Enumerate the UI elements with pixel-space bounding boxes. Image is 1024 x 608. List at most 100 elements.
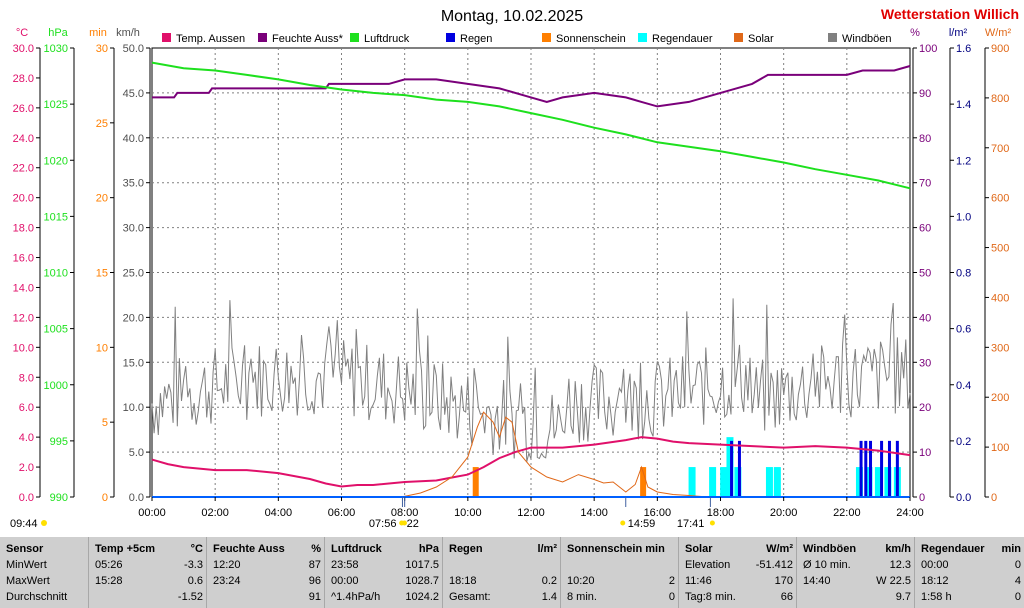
axis-tick-label: 0.6: [956, 324, 971, 336]
axis-tick-label: 1000: [44, 380, 68, 392]
stats-cell-row: 05:26 -3.3: [95, 559, 203, 573]
axis-tick-label: 28.0: [13, 73, 34, 85]
stats-cell-row: 18:12 4: [921, 575, 1021, 589]
bar-regen: [864, 440, 868, 497]
axis-tick-label: 1015: [44, 211, 68, 223]
axis-tick-label: 20: [96, 193, 108, 205]
stats-column: Regen l/m² 18:18 0.2 Gesamt: 1.4: [442, 537, 561, 608]
axis-tick-label: 60: [919, 223, 931, 235]
stats-cell-value: 0.6: [187, 575, 203, 587]
legend-label: Luftdruck: [364, 33, 410, 45]
stats-cell-value: 0: [1014, 591, 1021, 603]
right-axes: % 0 10 20 30 40 50 60 70 80 90 100 l/m² 0.0 0.2 0.4 0.6 0…: [910, 27, 1011, 504]
sun-marker-label: 22: [407, 518, 419, 530]
axis-tick-label: 0.0: [129, 492, 144, 504]
stats-sensor-header: Sensor: [6, 543, 44, 555]
axis-tick-label: 0.2: [956, 436, 971, 448]
axis-tick-label: 500: [991, 243, 1009, 255]
legend-swatch: [734, 33, 743, 42]
axis-tick-label: 30.0: [13, 43, 34, 55]
bar-regendauer: [726, 437, 734, 497]
bar-sonnenschein: [472, 467, 479, 497]
stats-cell-value: 0.2: [541, 575, 557, 587]
axis-tick-label: 10: [919, 447, 931, 459]
bar-regen: [880, 440, 884, 497]
stats-cell-value: W 22.5: [876, 575, 911, 587]
bar-regendauer: [865, 467, 873, 497]
stats-cell-time: 8 min.: [567, 591, 597, 603]
stats-cell-time: 10:20: [567, 575, 595, 587]
stats-column-title: Regen l/m²: [449, 543, 557, 557]
axis-unit: °C: [16, 27, 28, 39]
stats-cell-value: 1017.5: [405, 559, 439, 571]
axis-tick-label: 0.0: [19, 492, 34, 504]
stats-cell-row: 15:28 0.6: [95, 575, 203, 589]
axis-tick-label: 1.0: [956, 211, 971, 223]
stats-column: Temp +5cm °C 05:26 -3.3 15:28 0.6 -1.52: [88, 537, 207, 608]
stats-row-label: MinWert: [6, 559, 47, 571]
axis-unit: W/m²: [985, 27, 1012, 39]
stats-cell-value: 12.3: [889, 559, 911, 571]
axis-tick-label: 10.0: [123, 402, 144, 414]
stats-cell-row: 8 min. 0: [567, 591, 675, 605]
stats-cell-time: 1:58 h: [921, 591, 952, 603]
axis-tick-label: 25: [96, 118, 108, 130]
stats-cell-row: 23:24 96: [213, 575, 321, 589]
axis-tick-label: 5: [102, 417, 108, 429]
axis-tick-label: 30.0: [123, 223, 144, 235]
axis-tick-label: 1.4: [956, 99, 971, 111]
legend-label: Temp. Aussen: [176, 33, 245, 45]
axis-tick-label: 14.0: [13, 282, 34, 294]
stats-cell-row: 12:20 87: [213, 559, 321, 573]
stats-cell-time: 14:40: [803, 575, 831, 587]
bar-regendauer: [734, 467, 742, 497]
axis-tick-label: 0.8: [956, 268, 971, 280]
stats-column-title: Regendauer min: [921, 543, 1021, 557]
axis-tick-label: 10: [96, 342, 108, 354]
stats-cell-time: 12:20: [213, 559, 241, 571]
x-tick-label: 14:00: [580, 507, 608, 519]
stats-cell-row: Ø 10 min. 12.3: [803, 559, 911, 573]
stats-cell-row: 11:46 170: [685, 575, 793, 589]
x-tick-label: 10:00: [454, 507, 482, 519]
station-brand: Wetterstation Willich: [881, 6, 1019, 22]
bar-regendauer: [773, 467, 781, 497]
axis-tick-label: 1.6: [956, 43, 971, 55]
stats-cell-value: 66: [780, 591, 793, 603]
chart-legend: Temp. Aussen Feuchte Auss* Luftdruck Regen S…: [162, 33, 892, 45]
sun-markers-row: 09:44 07:56 22 14:59 17:41: [10, 497, 715, 530]
stats-cell-time: 11:46: [685, 575, 712, 587]
axis-tick-label: 800: [991, 93, 1009, 105]
axis-unit: %: [910, 27, 920, 39]
stats-cell-time: Elevation: [685, 559, 731, 571]
stats-cell-value: 9.7: [895, 591, 911, 603]
axis-tick-label: 100: [919, 43, 937, 55]
stats-unit: hPa: [418, 543, 439, 555]
stats-title-text: Sonnenschein min: [567, 543, 665, 555]
axis-tick-label: 18.0: [13, 223, 34, 235]
stats-title-text: Solar: [685, 543, 713, 555]
stats-unit: °C: [190, 543, 203, 555]
axis-tick-label: 90: [919, 88, 931, 100]
stats-unit: W/m²: [766, 543, 793, 555]
axis-tick-label: 5.0: [129, 447, 144, 459]
stats-cell-row: 18:18 0.2: [449, 575, 557, 589]
stats-title-text: Feuchte Auss: [213, 543, 285, 555]
stats-cell-value: -51.412: [755, 559, 793, 571]
legend-label: Feuchte Auss*: [272, 33, 344, 45]
sun-marker-label: 07:56: [369, 518, 397, 530]
axis-tick-label: 4.0: [19, 432, 34, 444]
series-feuchteauss: [152, 65, 911, 108]
stats-cell-row: -1.52: [95, 591, 203, 605]
stats-cell-time: 23:24: [213, 575, 241, 587]
axis-tick-label: 40: [919, 312, 931, 324]
stats-cell-row: 23:58 1017.5: [331, 559, 439, 573]
bar-regendauer: [709, 467, 717, 497]
bar-regendauer: [874, 467, 882, 497]
stats-column-title: Solar W/m²: [685, 543, 793, 557]
stats-cell-row: 10:20 2: [567, 575, 675, 589]
stats-row-label: MaxWert: [6, 575, 50, 587]
axis-tick-label: 1025: [44, 99, 68, 111]
axis-tick-label: 300: [991, 342, 1009, 354]
stats-cell-value: 0: [668, 591, 675, 603]
